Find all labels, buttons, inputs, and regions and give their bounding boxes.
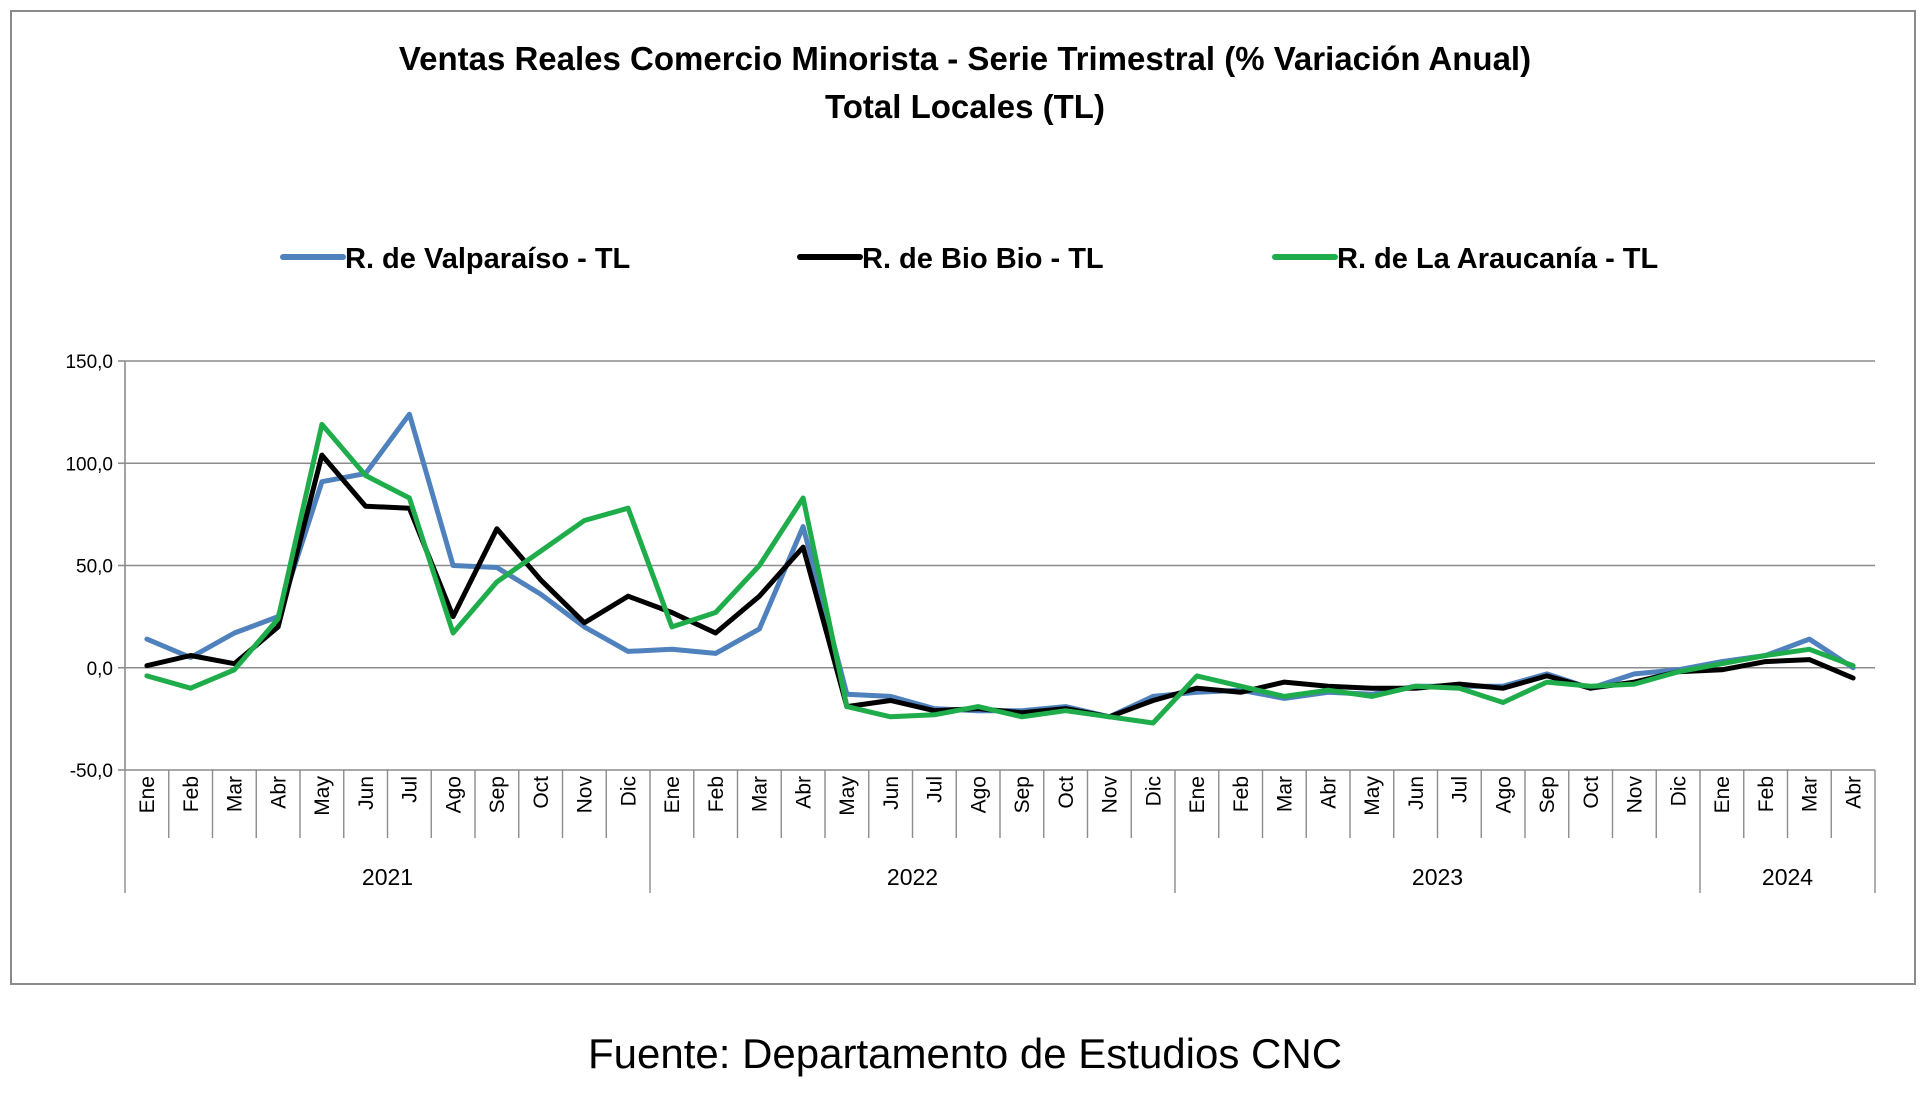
x-tick-label: Jun (355, 776, 378, 810)
chart-frame (10, 10, 1916, 985)
x-tick-label: Mar (1274, 776, 1297, 812)
x-tick-label: May (1361, 776, 1384, 816)
x-tick-label: Ene (1186, 776, 1209, 813)
chart-title: Ventas Reales Comercio Minorista - Serie… (399, 40, 1531, 77)
year-label: 2023 (1412, 864, 1463, 890)
year-label: 2022 (887, 864, 938, 890)
x-tick-label: Feb (705, 776, 728, 812)
y-tick-label: 150,0 (65, 352, 113, 373)
x-tick-label: Jun (1405, 776, 1428, 810)
x-tick-label: Ene (136, 776, 159, 813)
x-tick-label: Ago (967, 776, 990, 813)
x-tick-label: Mar (224, 776, 247, 812)
y-tick-label: -50,0 (70, 761, 113, 782)
x-tick-label: Ene (1711, 776, 1734, 813)
y-tick-label: 50,0 (76, 557, 113, 578)
x-tick-label: Abr (1842, 776, 1865, 809)
y-axis-ticks: 150,0 100,0 50,0 0,0 -50,0 (65, 352, 125, 782)
x-tick-label: Feb (1755, 776, 1778, 812)
x-tick-label: Jul (399, 776, 422, 803)
x-tick-label: Abr (267, 776, 290, 809)
x-tick-label: Dic (1667, 776, 1690, 806)
x-tick-label: Jun (880, 776, 903, 810)
legend-label: R. de Valparaíso - TL (345, 243, 630, 275)
x-tick-label: Ago (1492, 776, 1515, 813)
legend-label: R. de Bio Bio - TL (862, 243, 1104, 275)
x-tick-label: Feb (1230, 776, 1253, 812)
x-tick-label: Sep (1011, 776, 1034, 813)
x-tick-label: Mar (1799, 776, 1822, 812)
year-label: 2024 (1762, 864, 1813, 890)
x-tick-label: Dic (1142, 776, 1165, 806)
legend: R. de Valparaíso - TL R. de Bio Bio - TL R… (280, 243, 1658, 275)
x-tick-label: Sep (1536, 776, 1559, 813)
x-tick-label: Nov (1624, 776, 1647, 814)
x-tick-label: Oct (1055, 776, 1078, 809)
x-tick-label: Abr (792, 776, 815, 809)
x-tick-label: Abr (1317, 776, 1340, 809)
source-note: Fuente: Departamento de Estudios CNC (587, 1030, 1343, 1077)
legend-label: R. de La Araucanía - TL (1337, 243, 1658, 275)
y-tick-label: 0,0 (87, 659, 113, 680)
year-label: 2021 (362, 864, 413, 890)
x-tick-label: Mar (749, 776, 772, 812)
x-tick-label: Ene (661, 776, 684, 813)
x-tick-label: Dic (617, 776, 640, 806)
x-tick-label: Oct (1580, 776, 1603, 809)
x-tick-label: May (311, 776, 334, 816)
x-tick-label: Jul (1449, 776, 1472, 803)
chart-subtitle: Total Locales (TL) (825, 88, 1105, 125)
x-tick-label: Ago (442, 776, 465, 813)
x-tick-label: Sep (486, 776, 509, 813)
x-tick-label: Nov (1099, 776, 1122, 814)
x-axis: Ene Feb Mar Abr May Jun Jul Ago Sep Oct Nov Dic Ene F… (124, 770, 1876, 893)
line-chart: Ventas Reales Comercio Minorista - Serie… (65, 40, 1876, 893)
y-tick-label: 100,0 (65, 454, 113, 475)
x-tick-label: Nov (574, 776, 597, 814)
x-tick-label: Oct (530, 776, 553, 809)
series-line (144, 421, 1856, 726)
x-tick-label: May (836, 776, 859, 816)
series-lines (144, 411, 1856, 726)
x-tick-label: Feb (180, 776, 203, 812)
x-tick-label: Jul (924, 776, 947, 803)
